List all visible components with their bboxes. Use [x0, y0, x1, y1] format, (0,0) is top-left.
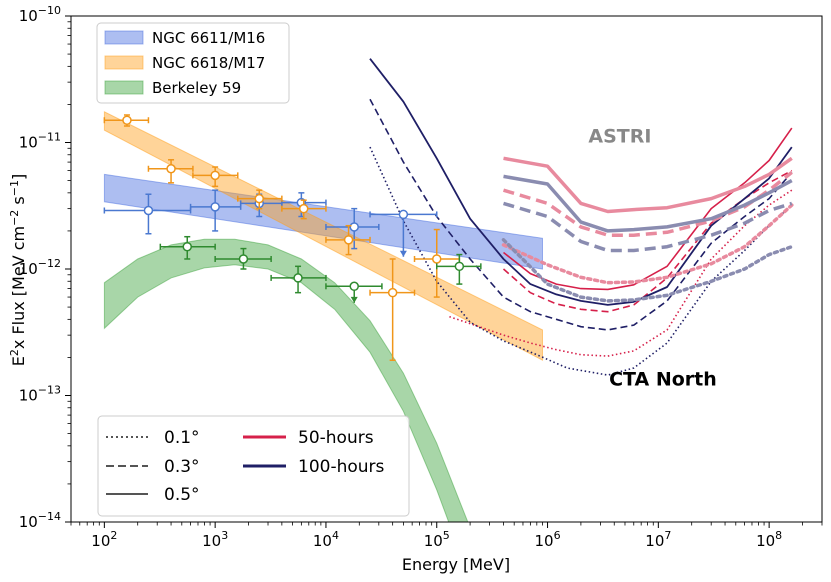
sensitivity-cta-50h-0-5deg: [503, 127, 793, 291]
plot-area: [103, 58, 794, 522]
point-ngc-6611-m16: [398, 209, 409, 220]
point-ngc-6611-m16: [349, 222, 359, 232]
sensitivity-cta-50h-0-3deg: [502, 169, 793, 313]
point-ngc-6618-m17: [166, 164, 176, 174]
legend-swatch-berkeley59: [104, 80, 144, 95]
legend-label-berkeley59: Berkeley 59: [152, 79, 241, 97]
point-ngc-6611-m16: [210, 202, 220, 212]
x-tick-label: 104: [313, 529, 339, 550]
legend-label-05deg: 0.5°: [164, 485, 200, 505]
legend-label-m17: NGC 6618/M17: [152, 54, 265, 72]
sensitivity-astri-50h-0-3deg: [502, 171, 793, 237]
x-tick-label: 105: [424, 529, 450, 550]
band-ngc-6611-m16: [103, 173, 543, 270]
ul-arrow-ngc-6611-m16: [399, 250, 407, 257]
point-ngc-6618-m17: [387, 287, 398, 298]
y-tick-label: 10−14: [19, 510, 61, 531]
point-ngc-6618-m17: [431, 254, 442, 264]
series-layer: [369, 58, 794, 376]
legend-sources-frame: [96, 22, 290, 104]
point-berkeley-59: [238, 254, 249, 264]
legend-label-100h: 100-hours: [298, 457, 385, 477]
points-layer: [103, 114, 482, 361]
annotation-astri: ASTRI: [588, 126, 651, 148]
x-tick-label: 103: [202, 529, 228, 550]
point-ngc-6611-m16: [143, 205, 154, 216]
y-tick-label: 10−10: [19, 4, 61, 25]
x-axis-label: Energy [MeV]: [402, 555, 510, 574]
sensitivity-cta-100h-0-1deg: [369, 146, 793, 376]
legend-styles: 0.1° 0.3° 0.5° 50-hours 100-hours: [97, 415, 410, 517]
annotation-cta-north: CTA North: [609, 368, 717, 390]
legend-label-03deg: 0.3°: [164, 457, 200, 477]
sensitivity-astri-100h-0-3deg: [503, 201, 793, 253]
legend-label-01deg: 0.1°: [164, 428, 200, 448]
y-axis-label: E2x Flux [MeV cm−2 s−1]: [8, 174, 29, 366]
x-tick-label: 107: [645, 529, 671, 550]
y-tick-label: 10−13: [19, 384, 61, 405]
point-ngc-6618-m17: [343, 235, 354, 245]
legend-label-m16: NGC 6611/M16: [152, 29, 265, 47]
x-tick-label: 106: [534, 529, 560, 550]
sensitivity-astri-100h-0-1deg: [501, 238, 794, 303]
y-tick-label: 10−11: [19, 131, 61, 152]
point-ngc-6618-m17: [122, 115, 132, 125]
sensitivity-astri-50h-0-1deg: [501, 203, 794, 285]
legend-swatch-m17: [104, 55, 144, 70]
legend-label-50h: 50-hours: [298, 428, 374, 448]
point-berkeley-59: [349, 281, 359, 292]
point-berkeley-59: [293, 273, 303, 283]
sensitivity-astri-100h-0-5deg: [503, 174, 793, 233]
x-tick-label: 108: [756, 529, 782, 550]
point-ngc-6618-m17: [298, 203, 309, 214]
sensitivity-astri-50h-0-5deg: [503, 156, 793, 214]
legend-sources: NGC 6611/M16 NGC 6618/M17 Berkeley 59: [96, 22, 290, 104]
sensitivity-cta-100h-0-5deg: [369, 58, 793, 306]
point-berkeley-59: [454, 261, 465, 272]
ul-arrow-berkeley-59: [350, 296, 358, 303]
point-berkeley-59: [182, 241, 193, 252]
point-ngc-6618-m17: [254, 193, 264, 204]
x-tick-label: 102: [91, 529, 117, 550]
legend-swatch-m16: [104, 30, 144, 45]
point-ngc-6618-m17: [210, 170, 220, 181]
annotations-layer: ASTRI CTA North: [588, 126, 716, 391]
band-berkeley-59: [103, 238, 469, 522]
axes-layer: 102 103 104 105 106 107 108 10−14 10−13 10−12 10−1…: [19, 4, 823, 550]
y-tick-label: 10−12: [19, 257, 61, 278]
